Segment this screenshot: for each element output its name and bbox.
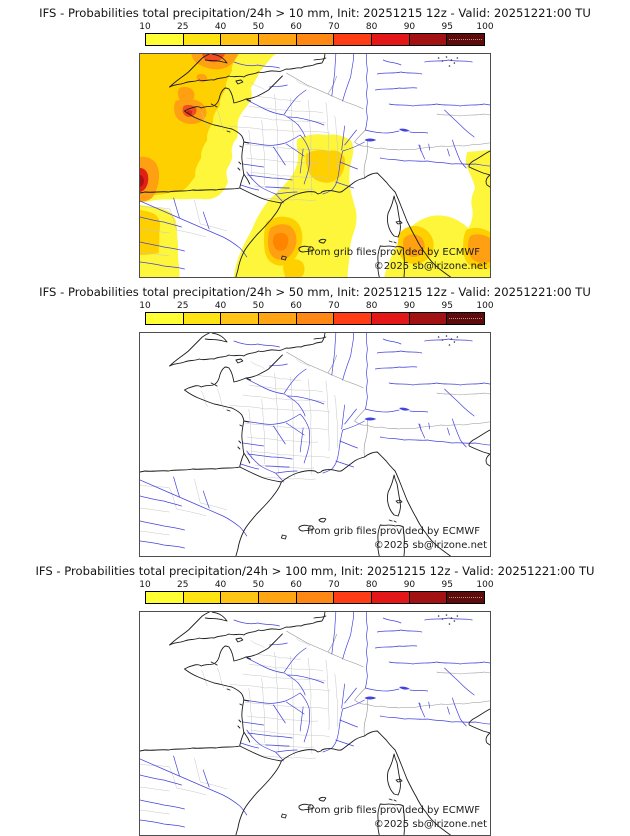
colorbar-tick-label: 95 — [441, 22, 453, 32]
colorbar-tick-label: 100 — [476, 580, 494, 590]
probability-colorbar: 10 25 40 50 60 70 80 90 95 100 — [139, 580, 494, 604]
colorbar-tick-label: 25 — [177, 580, 189, 590]
colorbar-tick-label: 10 — [139, 301, 151, 311]
panel-title: IFS - Probabilities total precipitation/… — [39, 285, 591, 299]
colorbar-tick-label: 95 — [441, 580, 453, 590]
colorbar-tick-label: 60 — [290, 301, 302, 311]
colorbar-segment — [447, 34, 485, 45]
colorbar-segment — [259, 313, 297, 324]
colorbar-tick-labels: 10 25 40 50 60 70 80 90 95 100 — [139, 580, 493, 591]
colorbar-segment — [334, 34, 373, 45]
colorbar-segment — [372, 313, 410, 324]
colorbar-tick-label: 70 — [328, 22, 340, 32]
colorbar-tick-label: 70 — [328, 580, 340, 590]
colorbar-segment — [183, 313, 222, 324]
colorbar-tick-label: 80 — [365, 22, 378, 32]
colorbar-tick-label: 70 — [328, 301, 340, 311]
ecmwf-credit: from grib files provided by ECMWF — [307, 247, 480, 258]
colorbar-segment — [259, 592, 297, 603]
colorbar-segment — [296, 34, 335, 45]
colorbar-segment — [334, 592, 373, 603]
colorbar-segment — [447, 592, 485, 603]
panel-gt10mm: IFS - Probabilities total precipitation/… — [0, 6, 630, 278]
colorbar-scale — [145, 33, 485, 46]
map-svg — [140, 333, 490, 556]
map-svg — [140, 612, 490, 835]
map-gt50mm: from grib files provided by ECMWF ©2025 … — [139, 332, 491, 557]
colorbar-segment — [372, 34, 410, 45]
colorbar-segment — [183, 34, 222, 45]
colorbar-segment — [146, 592, 184, 603]
ecmwf-credit: from grib files provided by ECMWF — [307, 805, 480, 816]
colorbar-tick-labels: 10 25 40 50 60 70 80 90 95 100 — [139, 301, 493, 312]
colorbar-segment — [146, 34, 184, 45]
colorbar-segment — [409, 34, 448, 45]
copyright-watermark: ©2025 sb@irizone.net — [373, 540, 487, 551]
colorbar-segment — [296, 592, 335, 603]
map-gt10mm: from grib files provided by ECMWF ©2025 … — [139, 53, 491, 278]
colorbar-segment — [409, 313, 448, 324]
colorbar-tick-label: 90 — [403, 580, 416, 590]
colorbar-segment — [334, 313, 373, 324]
copyright-watermark: ©2025 sb@irizone.net — [373, 261, 487, 272]
colorbar-segment — [183, 592, 222, 603]
colorbar-segment — [221, 34, 260, 45]
colorbar-scale — [145, 312, 485, 325]
colorbar-segment — [259, 34, 297, 45]
colorbar-tick-label: 25 — [177, 22, 189, 32]
panel-title: IFS - Probabilities total precipitation/… — [39, 6, 591, 20]
map-svg — [140, 54, 490, 277]
colorbar-tick-label: 25 — [177, 301, 189, 311]
colorbar-segment — [372, 592, 410, 603]
colorbar-tick-labels: 10 25 40 50 60 70 80 90 95 100 — [139, 22, 493, 33]
panel-title: IFS - Probabilities total precipitation/… — [35, 564, 595, 578]
colorbar-segment — [296, 313, 335, 324]
colorbar-segment — [221, 592, 260, 603]
colorbar-segment — [221, 313, 260, 324]
colorbar-scale — [145, 591, 485, 604]
ecmwf-credit: from grib files provided by ECMWF — [307, 526, 480, 537]
colorbar-tick-label: 60 — [290, 22, 302, 32]
colorbar-tick-label: 80 — [365, 580, 378, 590]
colorbar-tick-label: 100 — [476, 301, 494, 311]
colorbar-segment — [447, 313, 485, 324]
colorbar-tick-label: 40 — [214, 301, 227, 311]
colorbar-tick-label: 10 — [139, 580, 151, 590]
colorbar-tick-label: 95 — [441, 301, 453, 311]
map-gt100mm: from grib files provided by ECMWF ©2025 … — [139, 611, 491, 836]
colorbar-segment — [146, 313, 184, 324]
probability-colorbar: 10 25 40 50 60 70 80 90 95 100 — [139, 22, 494, 46]
colorbar-tick-label: 60 — [290, 580, 302, 590]
colorbar-tick-label: 50 — [252, 580, 265, 590]
colorbar-tick-label: 100 — [476, 22, 494, 32]
colorbar-tick-label: 40 — [214, 22, 227, 32]
probability-colorbar: 10 25 40 50 60 70 80 90 95 100 — [139, 301, 494, 325]
panel-gt100mm: IFS - Probabilities total precipitation/… — [0, 564, 630, 836]
colorbar-tick-label: 40 — [214, 580, 227, 590]
copyright-watermark: ©2025 sb@irizone.net — [373, 819, 487, 830]
panel-gt50mm: IFS - Probabilities total precipitation/… — [0, 285, 630, 557]
colorbar-tick-label: 90 — [403, 301, 416, 311]
colorbar-segment — [409, 592, 448, 603]
colorbar-tick-label: 90 — [403, 22, 416, 32]
colorbar-tick-label: 80 — [365, 301, 378, 311]
colorbar-tick-label: 50 — [252, 22, 265, 32]
colorbar-tick-label: 10 — [139, 22, 151, 32]
colorbar-tick-label: 50 — [252, 301, 265, 311]
